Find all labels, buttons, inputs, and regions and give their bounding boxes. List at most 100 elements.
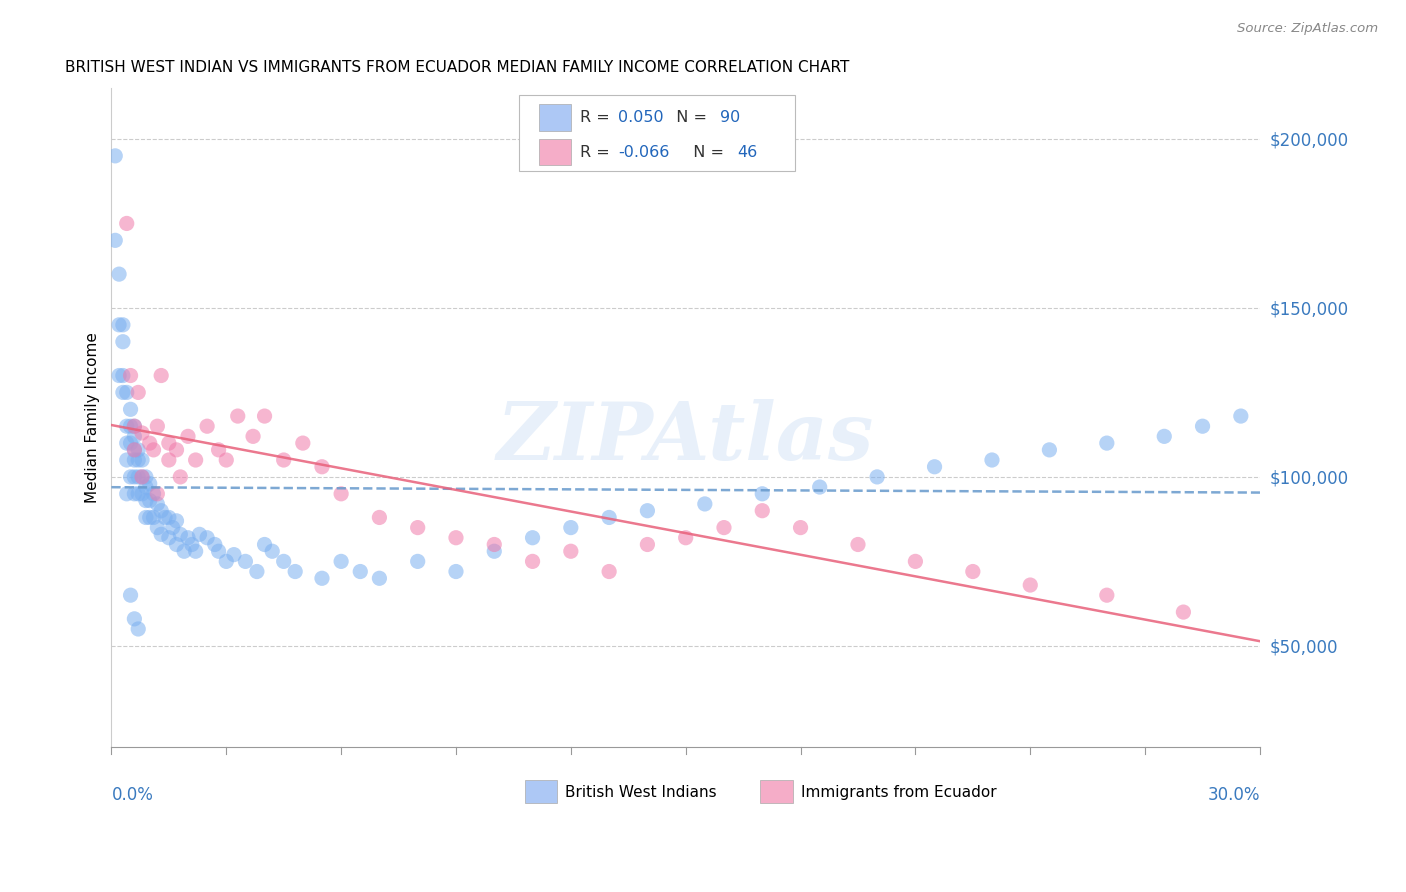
FancyBboxPatch shape <box>524 780 557 804</box>
Y-axis label: Median Family Income: Median Family Income <box>86 333 100 503</box>
Point <box>138 493 160 508</box>
Point <box>166 442 188 457</box>
Point <box>157 453 180 467</box>
Point <box>146 487 169 501</box>
Point <box>127 470 149 484</box>
Point <box>127 442 149 457</box>
Point <box>207 442 229 457</box>
Point <box>173 544 195 558</box>
Point <box>253 537 276 551</box>
FancyBboxPatch shape <box>538 139 571 165</box>
Point <box>142 487 165 501</box>
Point <box>138 436 160 450</box>
Point <box>157 510 180 524</box>
Text: 0.050: 0.050 <box>617 110 664 125</box>
Text: 90: 90 <box>720 110 741 125</box>
Point <box>349 565 371 579</box>
Point <box>246 565 269 579</box>
FancyBboxPatch shape <box>519 95 794 170</box>
Text: BRITISH WEST INDIAN VS IMMIGRANTS FROM ECUADOR MEDIAN FAMILY INCOME CORRELATION : BRITISH WEST INDIAN VS IMMIGRANTS FROM E… <box>66 60 849 75</box>
Point <box>142 510 165 524</box>
Point <box>226 409 249 423</box>
Point <box>235 554 257 568</box>
Point <box>222 548 245 562</box>
Point <box>157 436 180 450</box>
Point <box>146 520 169 534</box>
Point <box>311 459 333 474</box>
Point <box>484 537 506 551</box>
Point <box>636 537 658 551</box>
Text: ZIPAtlas: ZIPAtlas <box>496 399 875 476</box>
Point <box>273 554 295 568</box>
Point <box>560 544 582 558</box>
Point <box>131 453 153 467</box>
Point <box>124 487 146 501</box>
Point <box>153 510 176 524</box>
Point <box>195 531 218 545</box>
Point <box>115 216 138 230</box>
Point <box>204 537 226 551</box>
Point <box>253 409 276 423</box>
Point <box>162 520 184 534</box>
Point <box>111 318 134 332</box>
Point <box>127 385 149 400</box>
Point <box>131 425 153 440</box>
Point <box>962 565 984 579</box>
Point <box>636 504 658 518</box>
Point <box>138 510 160 524</box>
Point <box>789 520 811 534</box>
Point <box>111 385 134 400</box>
Point <box>444 531 467 545</box>
Point <box>138 476 160 491</box>
Point <box>120 368 142 383</box>
Text: 46: 46 <box>737 145 758 160</box>
Point <box>522 531 544 545</box>
Point <box>108 267 131 281</box>
Point <box>215 453 238 467</box>
Point <box>108 318 131 332</box>
Point <box>284 565 307 579</box>
Point <box>406 554 429 568</box>
Text: British West Indians: British West Indians <box>565 785 717 799</box>
Point <box>1230 409 1253 423</box>
Point <box>751 487 773 501</box>
Text: 30.0%: 30.0% <box>1208 786 1260 805</box>
Point <box>131 487 153 501</box>
Point <box>124 612 146 626</box>
Point <box>330 487 353 501</box>
Point <box>115 453 138 467</box>
Point <box>120 470 142 484</box>
Point <box>131 470 153 484</box>
Point <box>169 527 191 541</box>
Point <box>115 487 138 501</box>
Point <box>115 436 138 450</box>
Text: N =: N = <box>666 110 713 125</box>
Point <box>115 419 138 434</box>
Point <box>368 510 391 524</box>
Point <box>166 514 188 528</box>
Point <box>693 497 716 511</box>
Point <box>184 544 207 558</box>
Point <box>215 554 238 568</box>
Point <box>108 368 131 383</box>
Text: Immigrants from Ecuador: Immigrants from Ecuador <box>800 785 997 799</box>
Point <box>127 453 149 467</box>
Text: N =: N = <box>683 145 730 160</box>
Point <box>713 520 735 534</box>
Point <box>135 480 157 494</box>
Point <box>904 554 927 568</box>
Point <box>1095 588 1118 602</box>
Text: R =: R = <box>581 145 614 160</box>
Point <box>115 385 138 400</box>
Point <box>127 622 149 636</box>
Point <box>124 442 146 457</box>
Point <box>124 419 146 434</box>
Point <box>111 334 134 349</box>
Point <box>484 544 506 558</box>
Point <box>981 453 1004 467</box>
Point <box>242 429 264 443</box>
Point <box>150 504 173 518</box>
Point <box>124 429 146 443</box>
Point <box>157 531 180 545</box>
Point <box>146 419 169 434</box>
